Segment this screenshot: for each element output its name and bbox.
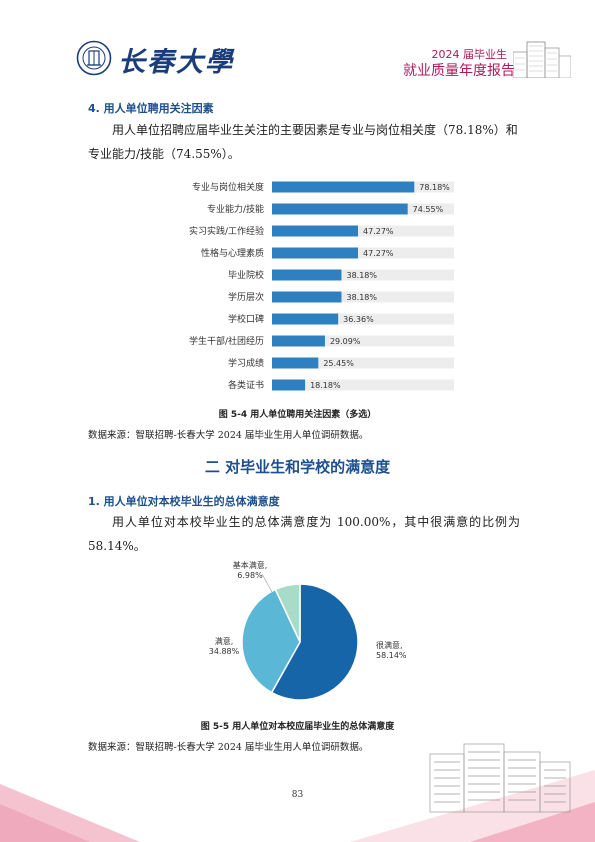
bar-value-label: 38.18% <box>346 271 377 280</box>
bar-value-label: 18.18% <box>310 381 341 390</box>
chapter-heading: 二 对毕业生和学校的满意度 <box>204 458 391 476</box>
report-title-line2: 就业质量年度报告 <box>403 63 515 79</box>
pie-slice <box>270 583 359 701</box>
bar-value-label: 47.27% <box>363 227 394 236</box>
pie-slice-value-label: 58.14% <box>376 651 407 660</box>
bar <box>272 291 342 303</box>
body-paragraph: 用人单位招聘应届毕业生关注的主要因素是专业与岗位相关度（78.18%）和专业能力… <box>88 123 518 161</box>
report-title-line1: 2024 届毕业生 <box>431 48 508 61</box>
section-heading: 1. 用人单位对本校毕业生的总体满意度 <box>88 495 280 508</box>
bar-track <box>272 357 454 369</box>
bar-category-label: 各类证书 <box>228 379 264 391</box>
pie-slice-label: 基本满意, <box>233 560 268 570</box>
bar-track <box>272 269 454 281</box>
bar-category-label: 专业与岗位相关度 <box>192 181 264 193</box>
bar-value-label: 36.36% <box>343 315 374 324</box>
footer-decoration <box>0 743 595 842</box>
bar <box>272 335 325 347</box>
bar-category-label: 实习实践/工作经验 <box>189 225 264 237</box>
bar-category-label: 学习成绩 <box>228 357 264 369</box>
bar-value-label: 29.09% <box>330 337 361 346</box>
bar <box>272 357 319 369</box>
data-source: 数据来源：智联招聘-长春大学 2024 届毕业生用人单位调研数据。 <box>88 742 369 753</box>
page-number: 83 <box>291 790 304 800</box>
bar-track <box>272 379 454 391</box>
bar-category-label: 学校口碑 <box>228 313 264 325</box>
university-seal-icon <box>76 40 112 76</box>
bar-category-label: 性格与心理素质 <box>201 247 264 259</box>
bar <box>272 181 415 193</box>
bar-value-label: 78.18% <box>419 183 450 192</box>
bar <box>272 247 359 259</box>
bar-value-label: 25.45% <box>323 359 354 368</box>
figure-caption: 图 5-5 用人单位对本校应届毕业生的总体满意度 <box>200 722 395 732</box>
bar-value-label: 47.27% <box>363 249 394 258</box>
pie-slice-label: 满意, <box>215 636 234 646</box>
bar <box>272 379 306 391</box>
bar-track <box>272 225 454 237</box>
pie-slice <box>274 583 301 643</box>
data-source: 数据来源：智联招聘-长春大学 2024 届毕业生用人单位调研数据。 <box>88 430 369 441</box>
figure-caption: 图 5-4 用人单位聘用关注因素（多选） <box>218 410 377 420</box>
bar-track <box>272 291 454 303</box>
bar-track <box>272 247 454 259</box>
university-name: 长春大學 <box>118 47 234 78</box>
bar <box>272 225 359 237</box>
bar <box>272 313 339 325</box>
bar-category-label: 学历层次 <box>228 291 264 303</box>
bar-value-label: 38.18% <box>346 293 377 302</box>
bar-category-label: 专业能力/技能 <box>207 203 264 215</box>
bar <box>272 269 342 281</box>
section-heading: 4. 用人单位聘用关注因素 <box>88 102 214 115</box>
campus-buildings-illustration <box>513 41 571 78</box>
bar <box>272 203 408 215</box>
pie-slice-value-label: 34.88% <box>209 647 240 656</box>
pie-leader-line <box>261 573 273 593</box>
bar-value-label: 74.55% <box>413 205 444 214</box>
satisfaction-pie-chart: 很满意,58.14% 满意,34.88% 基本满意,6.98% <box>209 560 407 701</box>
pie-slice-label: 很满意, <box>376 640 403 650</box>
employer-factors-bar-chart: 专业与岗位相关度 78.18% 专业能力/技能 74.55% 实习实践/工作经验 47.2… <box>189 181 454 391</box>
bar-track <box>272 335 454 347</box>
body-paragraph: 用人单位对本校毕业生的总体满意度为 100.00%，其中很满意的比例为 58.1… <box>88 515 520 553</box>
bar-category-label: 毕业院校 <box>228 269 264 281</box>
pie-slice-value-label: 6.98% <box>237 571 263 580</box>
bar-track <box>272 313 454 325</box>
pie-slice <box>241 588 301 694</box>
bar-category-label: 学生干部/社团经历 <box>189 335 264 347</box>
